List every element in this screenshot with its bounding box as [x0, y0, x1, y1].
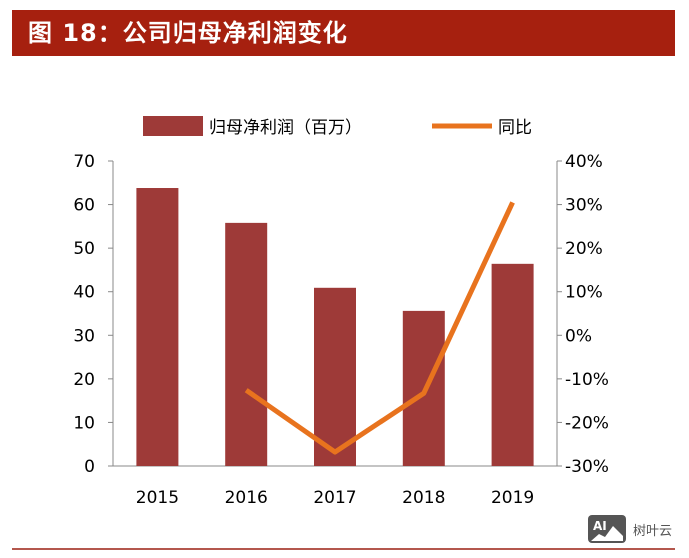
- watermark: AI 树叶云: [587, 514, 672, 544]
- left-tick-label: 50: [73, 239, 95, 259]
- chart-title: 图 18：公司归母净利润变化: [12, 10, 675, 56]
- watermark-text: 树叶云: [633, 523, 673, 539]
- legend-bar-label: 归母净利润（百万）: [209, 118, 362, 138]
- legend-bar-swatch: [143, 116, 203, 136]
- right-tick-label: 30%: [565, 196, 603, 216]
- right-tick-label: -10%: [565, 370, 609, 390]
- line-yoy: [244, 201, 515, 455]
- bar-2016: [225, 222, 268, 466]
- right-tick-label: 0%: [565, 326, 592, 346]
- right-tick-label: 40%: [565, 152, 603, 172]
- bar-2017: [314, 287, 356, 466]
- x-tick-label: 2019: [491, 488, 534, 508]
- divider: [12, 548, 675, 550]
- x-tick-label: 2015: [136, 488, 179, 508]
- x-tick-label: 2018: [402, 488, 445, 508]
- left-tick-label: 0: [84, 457, 95, 477]
- left-tick-label: 10: [73, 413, 95, 433]
- right-tick-label: 20%: [565, 239, 603, 259]
- bar-2019: [491, 263, 534, 466]
- left-tick-label: 60: [73, 196, 95, 216]
- left-tick-label: 20: [73, 370, 95, 390]
- left-tick-label: 30: [73, 326, 95, 346]
- left-tick-label: 40: [73, 283, 95, 303]
- legend-line-label: 同比: [498, 118, 532, 138]
- bar-2015: [136, 188, 179, 466]
- right-tick-label: -30%: [565, 457, 609, 477]
- left-tick-label: 70: [73, 152, 95, 172]
- x-tick-label: 2016: [225, 488, 268, 508]
- svg-text:AI: AI: [593, 519, 607, 533]
- right-tick-label: 10%: [565, 283, 603, 303]
- right-tick-label: -20%: [565, 413, 609, 433]
- ai-logo-icon: AI: [588, 515, 626, 543]
- x-tick-label: 2017: [313, 488, 356, 508]
